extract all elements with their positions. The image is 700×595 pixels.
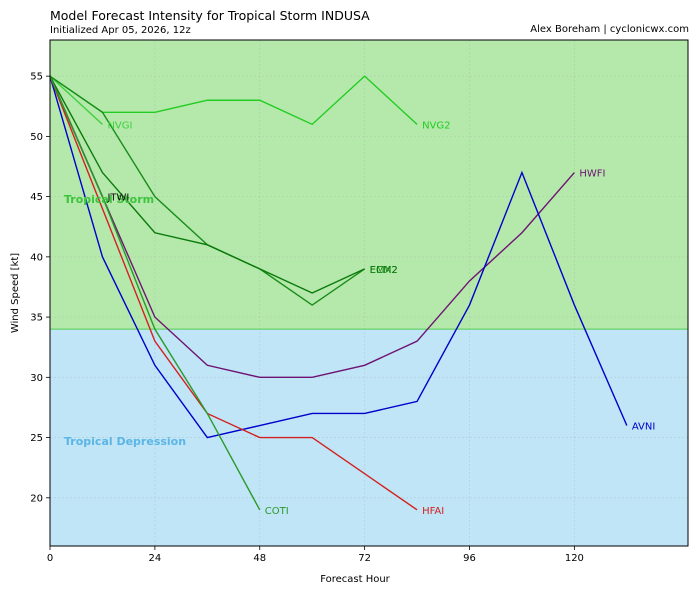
series-label-nvgi: NVGI [107, 120, 132, 131]
series-label-hwfi: HWFI [579, 169, 605, 180]
series-line-avni [49, 75, 628, 439]
x-axis-label: Forecast Hour [320, 574, 390, 585]
x-tick-label: 48 [253, 553, 266, 564]
y-tick-label: 40 [30, 252, 43, 263]
y-tick-label: 30 [30, 373, 43, 384]
band-label-tropical-storm: Tropical Storm [64, 193, 154, 206]
x-tick-label: 120 [565, 553, 584, 564]
intensity-bands [50, 40, 688, 546]
series-label-nvg2: NVG2 [422, 120, 450, 131]
series-line-hfai [49, 75, 418, 511]
series-label-ecm2: ECM2 [370, 265, 398, 276]
axes: 0 24 48 72 96 120 20 25 30 35 40 45 50 55 Forecast Hou… [10, 39, 689, 585]
series-line-nvg2 [49, 75, 418, 126]
y-tick-label: 20 [30, 493, 43, 504]
x-tick-label: 24 [149, 553, 162, 564]
x-tick-label: 72 [358, 553, 371, 564]
series-label-hfai: HFAI [422, 506, 444, 517]
y-tick-label: 55 [30, 72, 43, 83]
band-label-tropical-depression: Tropical Depression [64, 435, 186, 448]
series-label-avni: AVNI [632, 422, 655, 433]
series-line-nvgi [49, 75, 103, 125]
chart-credit: Alex Boreham | cyclonicwx.com [530, 24, 689, 35]
chart-subtitle: Initialized Apr 05, 2026, 12z [50, 25, 191, 36]
series-line-ecm2 [49, 75, 365, 294]
chart-title: Model Forecast Intensity for Tropical St… [50, 8, 370, 23]
x-tick-label: 96 [463, 553, 476, 564]
x-tick-label: 0 [47, 553, 53, 564]
y-tick-label: 45 [30, 192, 43, 203]
series-label-emx2: EMX2 [370, 265, 398, 276]
series-label-coti: COTI [265, 506, 289, 517]
band-tropical-depression [50, 329, 688, 546]
y-tick-label: 25 [30, 433, 43, 444]
y-axis-label: Wind Speed [kt] [10, 253, 21, 333]
series-line-coti [49, 75, 261, 511]
band-tropical-storm [50, 40, 688, 330]
forecast-series [49, 75, 628, 511]
series-label-jtwi: JTWI [106, 193, 129, 204]
y-tick-label: 35 [30, 313, 43, 324]
plot-frame [49, 39, 689, 547]
y-tick-label: 50 [30, 132, 43, 143]
series-labels: Tropical Storm Tropical Depression NVGI NVG… [64, 120, 655, 517]
series-line-hwfi [49, 75, 575, 379]
